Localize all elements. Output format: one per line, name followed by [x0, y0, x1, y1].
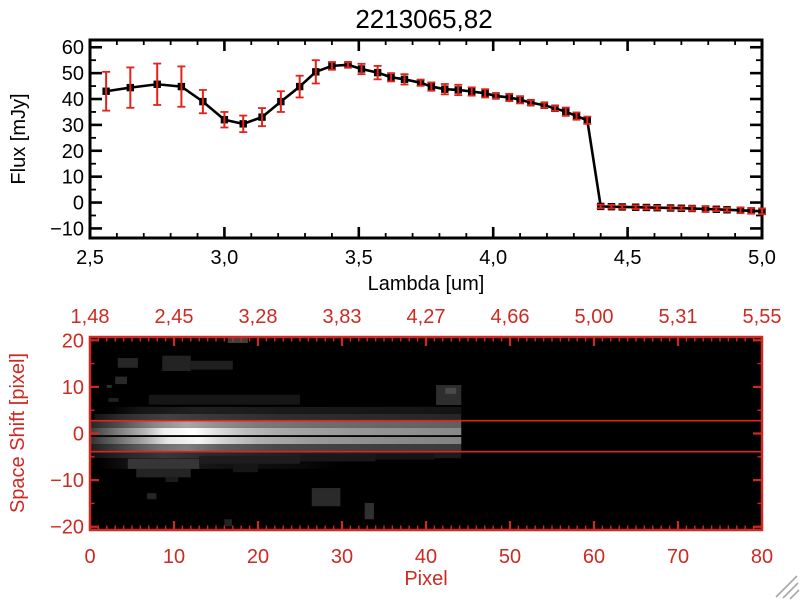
y-tick-label: 30: [62, 115, 84, 137]
top-lambda-tick-label: 1,48: [71, 306, 110, 328]
y-tick-label: 20: [62, 330, 84, 352]
y-tick-label: 10: [62, 167, 84, 189]
page-title: 2213065,82: [355, 4, 492, 34]
x-tick-label: 50: [499, 546, 521, 568]
noise-block: [224, 519, 232, 527]
y-tick-label: 40: [62, 89, 84, 111]
resize-grip-icon[interactable]: [775, 575, 800, 600]
noise-block: [115, 376, 127, 385]
trace-band: [106, 406, 462, 414]
trace-band: [90, 436, 462, 445]
top-lambda-tick-label: 5,31: [659, 306, 698, 328]
noise-block: [127, 458, 200, 469]
noise-block: [300, 454, 376, 462]
x-tick-label: 3,5: [345, 247, 373, 269]
trace-band: [90, 444, 462, 452]
top-lambda-tick-label: 3,28: [239, 306, 278, 328]
trace-x-axis-label: Pixel: [404, 568, 447, 590]
x-tick-label: 4,5: [614, 247, 642, 269]
top-lambda-tick-label: 4,27: [407, 306, 446, 328]
noise-block: [136, 468, 191, 478]
trace-band: [94, 413, 462, 421]
noise-block: [190, 360, 233, 370]
x-tick-label: 60: [583, 546, 605, 568]
top-lambda-tick-label: 5,55: [743, 306, 782, 328]
noise-block: [227, 337, 248, 344]
y-tick-label: 10: [62, 377, 84, 399]
y-tick-label: 0: [73, 193, 84, 215]
noise-block: [445, 387, 457, 394]
trace-band: [90, 451, 462, 459]
trace-y-axis-label: Space Shift [pixel]: [7, 353, 29, 513]
noise-block: [117, 357, 138, 368]
x-tick-label: 70: [667, 546, 689, 568]
grip-line: [789, 589, 800, 600]
noise-block: [311, 488, 341, 507]
noise-block: [108, 398, 119, 402]
noise-block: [148, 394, 300, 405]
x-tick-label: 4,0: [479, 247, 507, 269]
noise-block: [106, 385, 112, 388]
grip-line: [782, 582, 799, 599]
top-lambda-tick-label: 4,66: [491, 306, 530, 328]
y-tick-label: 50: [62, 63, 84, 85]
y-tick-label: 60: [62, 37, 84, 59]
y-tick-label: 0: [73, 424, 84, 446]
noise-block: [375, 454, 435, 460]
x-tick-label: 0: [84, 546, 95, 568]
noise-block: [147, 493, 157, 500]
x-tick-label: 5,0: [748, 247, 776, 269]
x-tick-label: 10: [163, 546, 185, 568]
top-lambda-tick-label: 5,00: [575, 306, 614, 328]
spectrum-frame: [88, 38, 764, 240]
x-tick-label: 20: [247, 546, 269, 568]
y-tick-label: 20: [62, 141, 84, 163]
spectrum-x-axis-label: Lambda [um]: [368, 273, 485, 295]
x-tick-label: 3,0: [210, 247, 238, 269]
x-tick-label: 40: [415, 546, 437, 568]
noise-block: [364, 502, 374, 520]
y-tick-label: −20: [50, 517, 84, 539]
trace-band: [90, 420, 462, 428]
top-lambda-tick-label: 2,45: [155, 306, 194, 328]
x-tick-label: 30: [331, 546, 353, 568]
noise-block: [165, 477, 179, 482]
trace-band: [90, 427, 462, 436]
y-tick-label: −10: [50, 218, 84, 240]
trace-panel: 0 10 20 30 40 50 60 70 80 1,48 2,45 3,28 3,83 4,27 4,6…: [50, 306, 781, 568]
spectrum-panel: 2,5 3,0 3,5 4,0 4,5 5,0 −10 0 10 20 30 40 50 60: [50, 37, 776, 269]
trace-frame: [88, 335, 764, 532]
grip-line: [775, 575, 798, 598]
noise-block: [162, 355, 191, 372]
y-tick-label: −10: [50, 470, 84, 492]
top-lambda-tick-label: 3,83: [323, 306, 362, 328]
noise-block: [232, 463, 258, 473]
spectrum-y-axis-label: Flux [mJy]: [8, 93, 30, 184]
noise-block: [199, 455, 300, 464]
x-tick-label: 2,5: [76, 247, 104, 269]
x-tick-label: 80: [751, 546, 773, 568]
